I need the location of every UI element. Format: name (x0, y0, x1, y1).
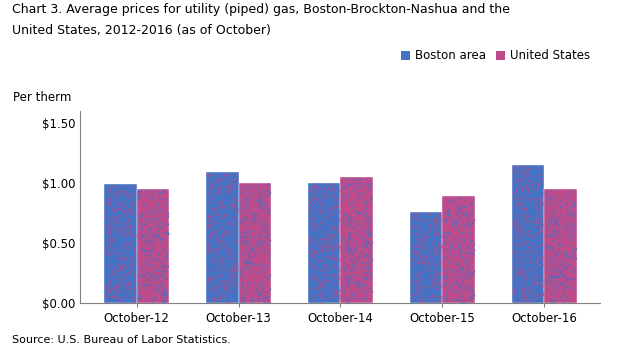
Bar (308, 183, 340, 303)
Text: Chart 3. Average prices for utility (piped) gas, Boston-Brockton-Nashua and the: Chart 3. Average prices for utility (pip… (12, 3, 510, 16)
Bar (104, 184, 137, 303)
Bar (511, 165, 544, 303)
Bar (544, 189, 577, 303)
Bar (340, 177, 373, 303)
Bar (410, 212, 443, 303)
Legend: Boston area, United States: Boston area, United States (396, 45, 594, 67)
Bar (443, 196, 475, 303)
Bar (137, 189, 170, 303)
Bar (206, 172, 238, 303)
Text: United States, 2012-2016 (as of October): United States, 2012-2016 (as of October) (12, 24, 271, 37)
Bar (238, 183, 271, 303)
Text: Source: U.S. Bureau of Labor Statistics.: Source: U.S. Bureau of Labor Statistics. (12, 334, 232, 345)
Text: Per therm: Per therm (13, 91, 71, 104)
